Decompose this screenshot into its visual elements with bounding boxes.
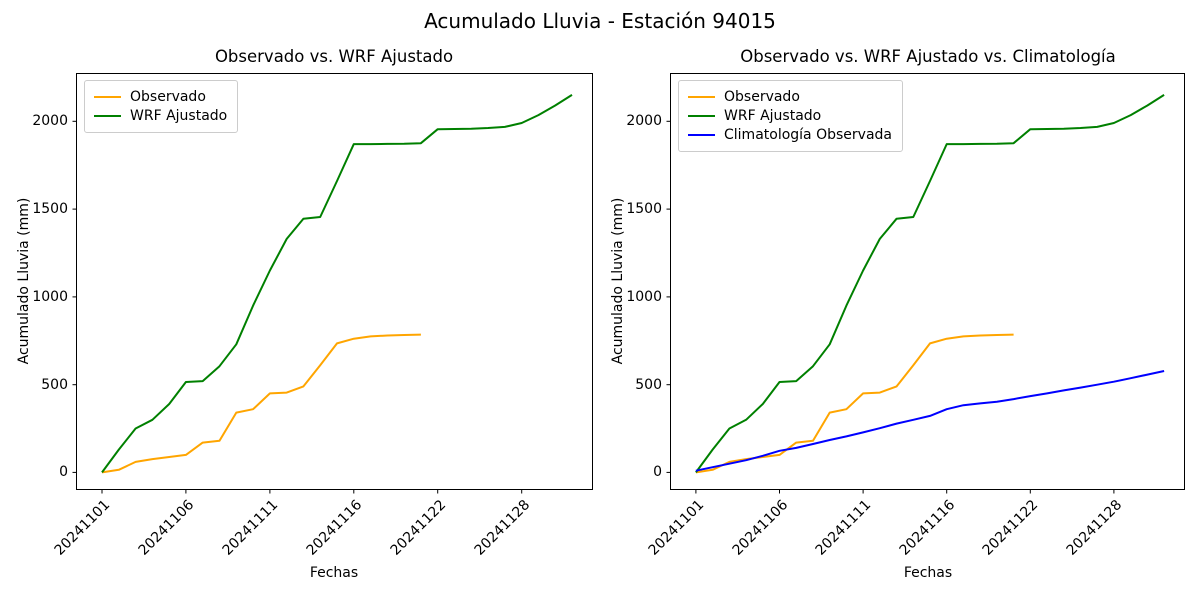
x-axis-label: Fechas xyxy=(309,565,359,581)
x-tick-label: 20241101 xyxy=(645,497,708,559)
x-tick-label: 20241122 xyxy=(979,497,1042,559)
axes-area: 0 500 1000 1500 2000 20241101 20241106 20241111… xyxy=(32,73,593,559)
y-tick-label: 2000 xyxy=(626,113,662,130)
plot-canvas xyxy=(666,73,1185,494)
legend: Observado WRF Ajustado xyxy=(84,80,239,133)
x-tick-label: 20241111 xyxy=(812,497,875,559)
legend-label: Climatología Observada xyxy=(724,127,892,143)
legend: Observado WRF Ajustado Climatología Observ… xyxy=(678,80,903,152)
x-tick-label: 20241128 xyxy=(1063,497,1126,559)
legend-label: Observado xyxy=(130,89,206,105)
legend-line-swatch xyxy=(94,115,121,117)
series-line-climatologi-a-observada xyxy=(695,370,1165,472)
legend-label: WRF Ajustado xyxy=(130,108,228,124)
subplot-right-title: Observado vs. WRF Ajustado vs. Climatolo… xyxy=(740,47,1116,66)
y-tick-label: 1500 xyxy=(626,201,662,218)
figure-title: Acumulado Lluvia - Estación 94015 xyxy=(424,9,776,33)
legend-line-swatch xyxy=(688,134,715,136)
legend-item-wrf-ajustado: WRF Ajustado xyxy=(688,108,892,124)
series-line-wrf-ajustado xyxy=(101,94,573,473)
series-line-observado xyxy=(695,333,1014,474)
legend-item-observado: Observado xyxy=(94,89,227,105)
legend-line-swatch xyxy=(94,96,121,98)
legend-line-swatch xyxy=(688,96,715,98)
legend-label: WRF Ajustado xyxy=(724,108,822,124)
y-tick-label: 1000 xyxy=(32,288,68,305)
y-tick-label: 0 xyxy=(59,464,68,481)
y-tick-label: 2000 xyxy=(32,113,68,130)
axes-frame xyxy=(76,73,593,490)
legend-item-wrf-ajustado: WRF Ajustado xyxy=(94,108,227,124)
legend-item-climatologi-a-observada: Climatología Observada xyxy=(688,127,892,143)
legend-line-swatch xyxy=(688,115,715,117)
x-tick-label: 20241106 xyxy=(729,497,791,559)
axes-area: 0 500 1000 1500 2000 20241101 20241106 20241111… xyxy=(626,73,1185,559)
x-axis-label: Fechas xyxy=(903,565,953,581)
y-tick-label: 1500 xyxy=(32,201,68,218)
axes-frame xyxy=(670,73,1185,490)
series-line-observado xyxy=(101,333,421,474)
y-tick-label: 500 xyxy=(41,376,68,393)
legend-item-observado: Observado xyxy=(688,89,892,105)
subplot-left-title: Observado vs. WRF Ajustado xyxy=(214,47,454,66)
x-tick-label: 20241116 xyxy=(896,497,959,559)
y-axis-label: Acumulado Lluvia (mm) xyxy=(610,197,626,365)
y-tick-label: 0 xyxy=(653,464,662,481)
y-tick-label: 1000 xyxy=(626,288,662,305)
legend-label: Observado xyxy=(724,89,800,105)
plot-canvas xyxy=(72,73,593,494)
y-tick-label: 500 xyxy=(635,376,662,393)
series-line-wrf-ajustado xyxy=(695,94,1165,473)
